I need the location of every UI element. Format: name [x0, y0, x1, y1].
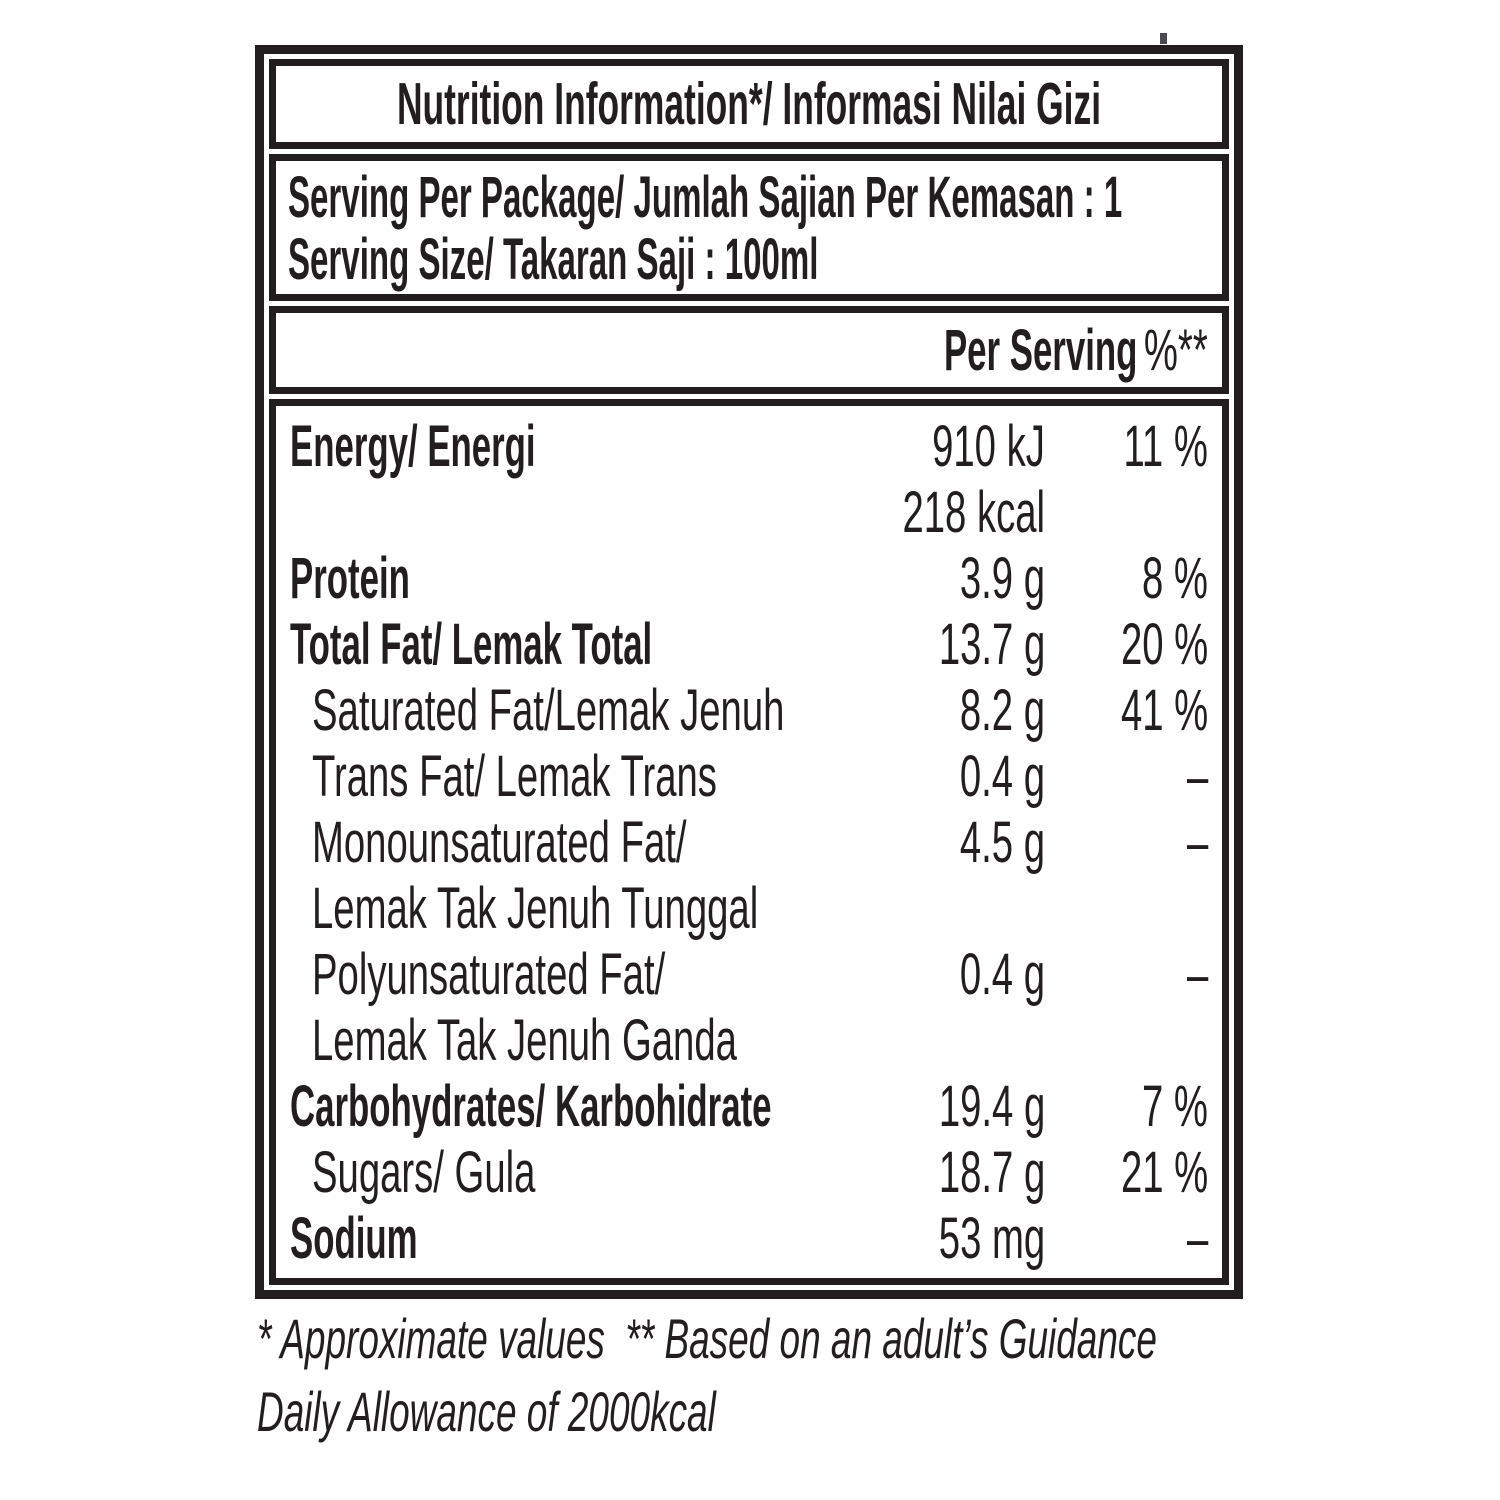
nutrient-percent: 11 %	[1123, 414, 1208, 479]
nutrient-percent: 20 %	[1120, 612, 1208, 677]
serving-line: Serving Per Package/ Jumlah Sajian Per K…	[288, 165, 1123, 230]
nutrient-label: Sodium	[290, 1206, 418, 1271]
nutrient-percent: –	[1186, 810, 1208, 875]
nutrient-percent: 7 %	[1142, 1074, 1208, 1139]
nutrient-row: Saturated Fat/Lemak Jenuh 8.2 g 41 %	[276, 678, 1222, 744]
nutrition-label-panel: Nutrition Information*/ Informasi Nilai …	[243, 33, 1259, 1467]
nutrient-row: Lemak Tak Jenuh Ganda	[276, 1008, 1222, 1074]
nutrient-percent: 21 %	[1120, 1140, 1208, 1205]
nutrient-amount: 218 kcal	[902, 480, 1045, 545]
nutrient-label: Trans Fat/ Lemak Trans	[312, 744, 717, 809]
nutrient-percent	[1045, 480, 1222, 546]
nutrient-amount: 0.4 g	[959, 744, 1045, 809]
nutrient-row: Carbohydrates/ Karbohidrate 19.4 g 7 %	[276, 1074, 1222, 1140]
nutrient-row: Sodium 53 mg –	[276, 1206, 1222, 1272]
nutrient-label: Energy/ Energi	[290, 414, 536, 479]
nutrient-row: 218 kcal	[276, 480, 1222, 546]
nutrient-amount: 18.7 g	[938, 1140, 1045, 1205]
nutrient-amount: 4.5 g	[959, 810, 1045, 875]
column-header-percent: %**	[1144, 317, 1208, 383]
nutrient-amount	[815, 1008, 1045, 1074]
nutrient-label: Saturated Fat/Lemak Jenuh	[312, 678, 785, 743]
nutrient-row: Lemak Tak Jenuh Tunggal	[276, 876, 1222, 942]
column-header-amount: Per Serving	[943, 317, 1138, 383]
nutrient-row: Polyunsaturated Fat/0.4 g –	[276, 942, 1222, 1008]
nutrient-percent: –	[1186, 942, 1208, 1007]
nutrient-row: Monounsaturated Fat/4.5 g –	[276, 810, 1222, 876]
footnote-line: Daily Allowance of 2000kcal	[257, 1380, 716, 1443]
nutrient-label	[276, 480, 815, 546]
nutrient-label: Lemak Tak Jenuh Tunggal	[312, 876, 759, 941]
nutrition-table: Nutrition Information*/ Informasi Nilai …	[255, 45, 1243, 1299]
footnote-line: * Approximate values ** Based on an adul…	[257, 1307, 1157, 1370]
nutrient-amount: 53 mg	[938, 1206, 1045, 1271]
nutrient-label: Monounsaturated Fat/	[312, 810, 687, 875]
nutrient-percent	[1045, 876, 1222, 942]
nutrient-percent: –	[1186, 744, 1208, 809]
nutrient-amount: 910 kJ	[932, 414, 1045, 479]
nutrient-amount: 13.7 g	[938, 612, 1045, 677]
nutrient-percent	[1045, 1008, 1222, 1074]
nutrient-amount	[815, 876, 1045, 942]
nutrient-row: Energy/ Energi 910 kJ 11 %	[276, 414, 1222, 480]
nutrient-label: Carbohydrates/ Karbohidrate	[290, 1074, 772, 1139]
nutrient-percent: 41 %	[1120, 678, 1208, 743]
nutrient-percent: –	[1186, 1206, 1208, 1271]
nutrient-label: Polyunsaturated Fat/	[312, 942, 666, 1007]
nutrient-percent: 8 %	[1142, 546, 1208, 611]
title-section: Nutrition Information*/ Informasi Nilai …	[269, 59, 1229, 149]
nutrient-row: Protein 3.9 g 8 %	[276, 546, 1222, 612]
nutrient-rows: Energy/ Energi 910 kJ 11 % 218 kcal Protein 3…	[269, 399, 1229, 1285]
nutrient-amount: 8.2 g	[959, 678, 1045, 743]
serving-line: Serving Size/ Takaran Saji : 100ml	[288, 227, 819, 292]
nutrient-label: Lemak Tak Jenuh Ganda	[312, 1008, 737, 1073]
column-header-section: Per Serving %**	[269, 306, 1229, 394]
nutrient-amount: 0.4 g	[959, 942, 1045, 1007]
serving-info: Serving Per Package/ Jumlah Sajian Per K…	[269, 154, 1229, 301]
nutrient-amount: 3.9 g	[959, 546, 1045, 611]
footnote: * Approximate values ** Based on an adul…	[257, 1302, 1257, 1448]
nutrient-row: Sugars/ Gula 18.7 g 21 %	[276, 1140, 1222, 1206]
label-title: Nutrition Information*/ Informasi Nilai …	[396, 71, 1102, 137]
stray-mark	[1160, 33, 1167, 44]
nutrient-row: Total Fat/ Lemak Total 13.7 g 20 %	[276, 612, 1222, 678]
nutrient-amount: 19.4 g	[938, 1074, 1045, 1139]
nutrient-label: Sugars/ Gula	[312, 1140, 536, 1205]
nutrient-label: Protein	[290, 546, 410, 611]
nutrient-label: Total Fat/ Lemak Total	[290, 612, 653, 677]
nutrient-row: Trans Fat/ Lemak Trans 0.4 g –	[276, 744, 1222, 810]
